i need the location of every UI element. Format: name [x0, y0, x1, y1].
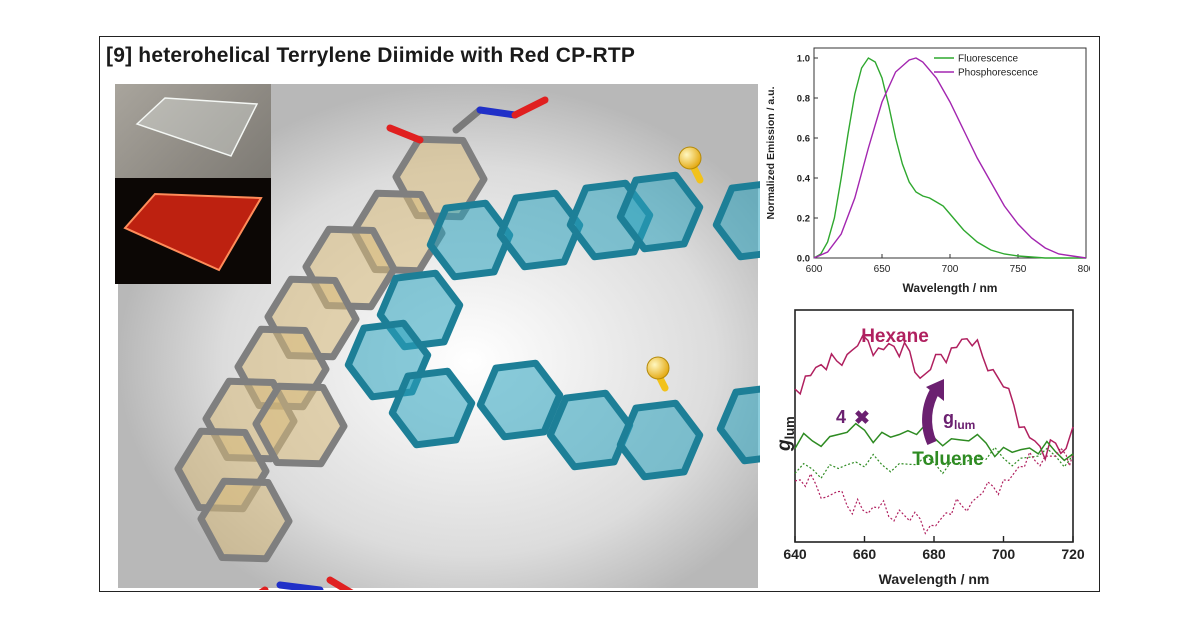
helix-ring	[426, 199, 514, 281]
emission-spectra-chart: 600 650 700 750 800 0.0 0.2 0.4 0.6 0.8 1.0 Fluore…	[765, 47, 1090, 295]
core-ring	[252, 382, 348, 468]
series-line-toluene-enantiomer	[794, 446, 1074, 480]
bond	[326, 576, 354, 590]
y-axis-label: Normalized Emission / a.u.	[765, 86, 777, 219]
y-tick-label: 1.0	[797, 54, 810, 65]
x-axis-label: Wavelength / nm	[903, 281, 998, 295]
y-tick-label: 0.2	[797, 214, 810, 225]
bond	[386, 124, 424, 144]
x-tick-label: 680	[922, 546, 946, 562]
x-tick-label: 700	[992, 546, 1016, 562]
helix-ring	[716, 385, 760, 465]
x-axis-label: Wavelength / nm	[879, 571, 990, 587]
increase-arrow-icon	[922, 386, 941, 446]
series-line-fluorescence	[813, 57, 1086, 259]
x-tick-label: 720	[1061, 546, 1085, 562]
x-tick-label: 750	[1010, 264, 1027, 275]
figure-title: [9] heterohelical Terrylene Diimide with…	[106, 44, 636, 67]
sulfur-atom-icon	[646, 356, 670, 380]
x-tick-label: 660	[853, 546, 877, 562]
film-photo-uv	[115, 178, 271, 284]
series-label-toluene: Toluene	[912, 449, 983, 470]
bond	[276, 581, 324, 590]
y-tick-label: 0.0	[797, 254, 810, 265]
helix-ring	[388, 367, 476, 449]
helix-ring	[496, 189, 584, 271]
bond	[452, 106, 484, 134]
helix-ring	[616, 171, 704, 253]
glum-annotation: glum	[943, 408, 975, 432]
x-tick-label: 800	[1078, 264, 1090, 275]
y-tick-label: 0.4	[797, 174, 811, 185]
glum-spectra-chart: 640 660 680 700 720 Hexane Toluene 4 ✖ glum …	[774, 309, 1085, 587]
series-line-hexane-enantiomer	[794, 446, 1074, 535]
helix-ring	[476, 359, 564, 441]
bond	[476, 106, 519, 119]
glass-film-clear	[135, 97, 259, 157]
x-tick-label: 650	[874, 264, 891, 275]
arrow-head-icon	[926, 379, 944, 401]
y-tick-label: 0.6	[797, 134, 810, 145]
series-line-hexane	[794, 334, 1074, 462]
helix-ring	[546, 389, 634, 471]
times-icon: ✖	[854, 408, 870, 429]
x-tick-label: 600	[806, 264, 823, 275]
sulfur-atom-icon	[678, 146, 702, 170]
bond	[511, 96, 549, 119]
legend-label: Fluorescence	[958, 54, 1018, 65]
x-tick-label: 640	[783, 546, 807, 562]
glass-film-red-emission	[123, 192, 263, 272]
core-ring	[197, 477, 293, 563]
y-axis-label: glum	[774, 416, 797, 452]
helix-ring	[616, 399, 704, 481]
x-tick-label: 700	[942, 264, 959, 275]
helix-ring	[712, 181, 760, 261]
series-label-hexane: Hexane	[861, 326, 929, 347]
series-line-phosphorescence	[813, 57, 1087, 259]
molecule-rings	[174, 135, 760, 563]
film-photo-daylight	[115, 84, 271, 178]
factor-value: 4	[836, 407, 846, 427]
legend-label: Phosphorescence	[958, 68, 1038, 79]
plot-frame	[813, 47, 1087, 259]
molecule-heteroatoms	[646, 146, 702, 380]
y-tick-label: 0.8	[797, 94, 810, 105]
